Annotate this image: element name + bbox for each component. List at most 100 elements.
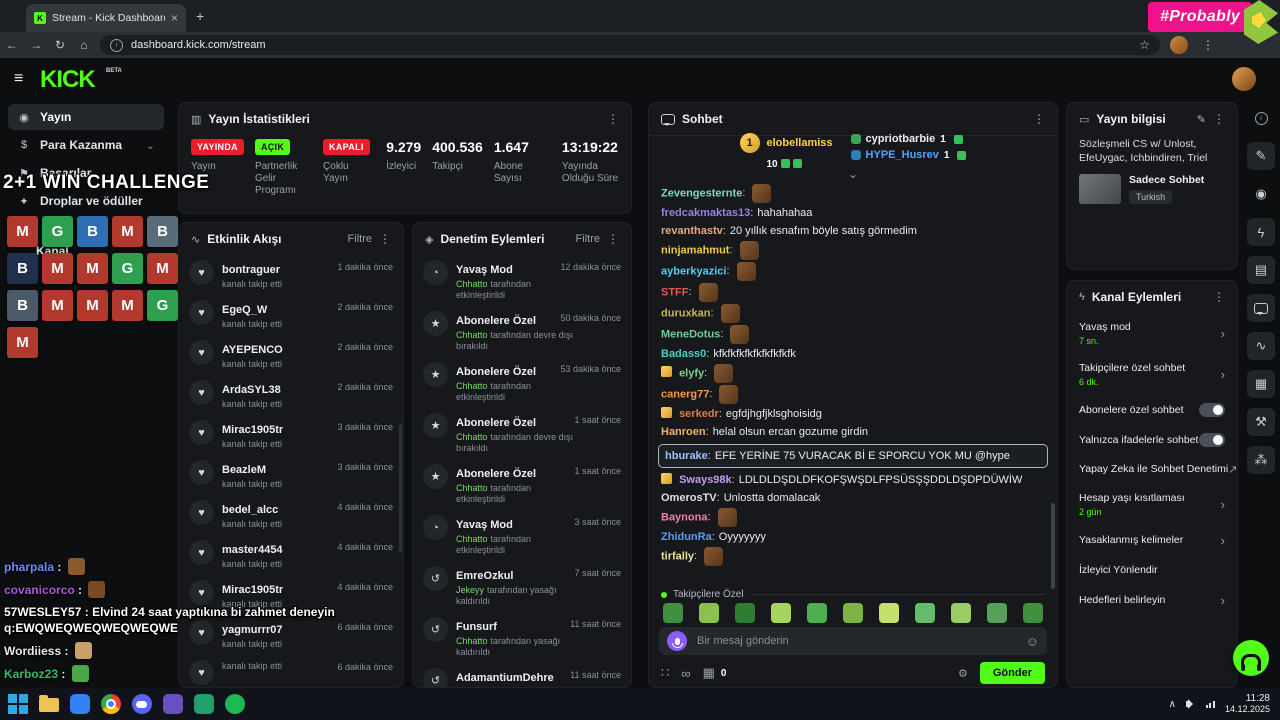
channel-action-row[interactable]: Takipçilere özel sohbet 6 dk. › xyxy=(1067,354,1237,395)
user-avatar[interactable] xyxy=(1232,67,1256,91)
chat-username[interactable]: Badass0 xyxy=(661,348,707,360)
home-icon[interactable]: ⌂ xyxy=(80,38,88,52)
chat-username[interactable]: STFF xyxy=(661,286,689,299)
quick-emote[interactable] xyxy=(735,603,755,623)
browser-profile-avatar[interactable] xyxy=(1170,36,1188,54)
support-button[interactable] xyxy=(1233,640,1269,676)
soundwave-icon[interactable]: ∿ xyxy=(1247,332,1275,360)
reload-icon[interactable]: ↻ xyxy=(54,38,66,52)
tools-icon[interactable]: ⚒ xyxy=(1247,408,1275,436)
channel-actions-menu-icon[interactable]: ⋮ xyxy=(1213,290,1225,304)
activity-username[interactable]: yagmurrr07 xyxy=(222,624,283,636)
chat-username[interactable]: Sways98k xyxy=(679,474,732,486)
taskbar-clock[interactable]: 11:28 14.12.2025 xyxy=(1225,693,1270,715)
toggle-switch[interactable] xyxy=(1199,403,1225,417)
activity-username[interactable]: EgeQ_W xyxy=(222,304,268,316)
obs-app-icon[interactable] xyxy=(162,694,183,714)
moderation-item-title[interactable]: Yavaş Mod xyxy=(456,264,513,276)
tab-close-icon[interactable]: × xyxy=(170,11,178,25)
file-explorer-icon[interactable] xyxy=(38,695,59,712)
chat-username[interactable]: duruxkan xyxy=(661,307,711,320)
moderation-item-title[interactable]: Abonelere Özel xyxy=(456,417,537,429)
quick-emote[interactable] xyxy=(1023,603,1043,623)
kick-logo[interactable]: KICK xyxy=(40,66,96,93)
browser-tab[interactable]: K Stream - Kick Dashboard × xyxy=(26,4,186,32)
channel-action-row[interactable]: Hesap yaşı kısıtlaması 2 gün › xyxy=(1067,484,1237,525)
moderation-item-title[interactable]: Abonelere Özel xyxy=(456,366,537,378)
chat-username[interactable]: canerg77 xyxy=(661,388,710,401)
quick-emote[interactable] xyxy=(699,603,719,623)
forward-icon[interactable]: → xyxy=(30,38,42,52)
stats-menu-icon[interactable]: ⋮ xyxy=(607,112,619,126)
gifter-row[interactable]: cypriotbarbie 1 xyxy=(850,133,967,145)
quick-emote[interactable] xyxy=(771,603,791,623)
gifter-row[interactable]: HYPE_Husrev 1 xyxy=(850,149,967,161)
moderation-item-title[interactable]: Abonelere Özel xyxy=(456,468,537,480)
category-name[interactable]: Sadece Sohbet xyxy=(1129,174,1205,186)
moderator-name[interactable]: Chhatto xyxy=(456,483,488,493)
info-icon[interactable]: i xyxy=(1247,104,1275,132)
chat-username[interactable]: hburake xyxy=(665,450,708,462)
windows-start-icon[interactable] xyxy=(8,694,28,714)
hamburger-menu-icon[interactable]: ≡ xyxy=(14,70,24,87)
activity-username[interactable]: bontraguer xyxy=(222,264,281,276)
chat-settings-gear-icon[interactable]: ⚙ xyxy=(958,667,968,680)
chat-username[interactable]: tirfally xyxy=(661,550,695,563)
bolt-icon[interactable]: ϟ xyxy=(1247,218,1275,246)
chat-username[interactable]: fredcakmaktas13 xyxy=(661,207,751,219)
chat-username[interactable]: elyfy xyxy=(679,367,705,380)
gift-box-icon[interactable]: ▦ xyxy=(702,665,715,680)
activity-scrollbar[interactable] xyxy=(399,423,402,553)
chat-menu-icon[interactable]: ⋮ xyxy=(1033,112,1045,126)
record-icon[interactable]: ◉ xyxy=(1255,186,1267,201)
chat-username[interactable]: MeneDotus xyxy=(661,328,721,341)
quick-emote[interactable] xyxy=(915,603,935,623)
chat-username[interactable]: Zevengesternte xyxy=(661,187,743,200)
activity-username[interactable]: master4454 xyxy=(222,544,283,556)
channel-action-row[interactable]: Abonelere özel sohbet xyxy=(1067,395,1237,425)
chat-username[interactable]: serkedr xyxy=(679,408,719,420)
chat-input[interactable] xyxy=(695,634,1018,648)
network-icon[interactable] xyxy=(1205,700,1215,708)
chat-username[interactable]: OmerosTV xyxy=(661,492,717,504)
spotify-icon[interactable] xyxy=(224,694,245,714)
discord-icon[interactable] xyxy=(131,694,152,714)
quick-emote[interactable] xyxy=(951,603,971,623)
edit-icon[interactable]: ✎ xyxy=(1247,142,1275,170)
site-info-icon[interactable]: i xyxy=(110,38,123,52)
moderation-item-title[interactable]: AdamantiumDehre xyxy=(456,672,554,684)
quick-emote[interactable] xyxy=(987,603,1007,623)
browser-menu-icon[interactable]: ⋮ xyxy=(1202,38,1214,52)
sidebar-item[interactable]: $ Para Kazanma ⌄ xyxy=(8,132,164,158)
moderation-item-title[interactable]: Funsurf xyxy=(456,621,497,633)
gifter-name[interactable]: elobellamiss xyxy=(766,137,833,149)
moderator-name[interactable]: Chhatto xyxy=(456,534,488,544)
channel-action-row[interactable]: İzleyici Yönlendir xyxy=(1067,556,1237,585)
activity-username[interactable]: bedel_alcc xyxy=(222,504,279,516)
address-bar[interactable]: i dashboard.kick.com/stream ☆ xyxy=(100,35,1160,55)
activity-username[interactable]: Mirac1905tr xyxy=(222,584,284,596)
sidebar-item[interactable]: ◉ Yayın xyxy=(8,104,164,130)
chat-username[interactable]: ZhidunRa xyxy=(661,531,712,543)
moderation-filter-button[interactable]: Filtre xyxy=(575,233,600,245)
tray-chevron-icon[interactable]: ∧ xyxy=(1168,698,1176,710)
collapse-chevron-icon[interactable]: ⌄ xyxy=(847,167,859,181)
moderator-name[interactable]: Chhatto xyxy=(456,279,488,289)
moderator-name[interactable]: Chhatto xyxy=(456,432,488,442)
chat-username[interactable]: ayberkyazici xyxy=(661,265,727,278)
quick-emote[interactable] xyxy=(843,603,863,623)
moderator-name[interactable]: Chhatto xyxy=(456,381,488,391)
moderation-item-title[interactable]: Abonelere Özel xyxy=(456,315,537,327)
quick-emote[interactable] xyxy=(807,603,827,623)
new-tab-button[interactable]: + xyxy=(196,8,205,24)
top-gifter[interactable]: 1 elobellamiss 10 xyxy=(739,133,833,172)
channel-action-row[interactable]: Yapay Zeka ile Sohbet Denetimi ↗ xyxy=(1067,455,1237,484)
teal-app-icon[interactable] xyxy=(193,694,214,714)
activity-filter-button[interactable]: Filtre xyxy=(347,233,372,245)
sidebar-item[interactable]: ✦ Droplar ve ödüller xyxy=(8,188,164,214)
combo-icon[interactable]: ∞ xyxy=(681,665,691,681)
moderation-menu-icon[interactable]: ⋮ xyxy=(607,232,619,246)
chat-username[interactable]: Hanroen xyxy=(661,426,706,438)
moderation-item-title[interactable]: EmreOzkul xyxy=(456,570,514,582)
people-icon[interactable]: ⁂ xyxy=(1247,446,1275,474)
